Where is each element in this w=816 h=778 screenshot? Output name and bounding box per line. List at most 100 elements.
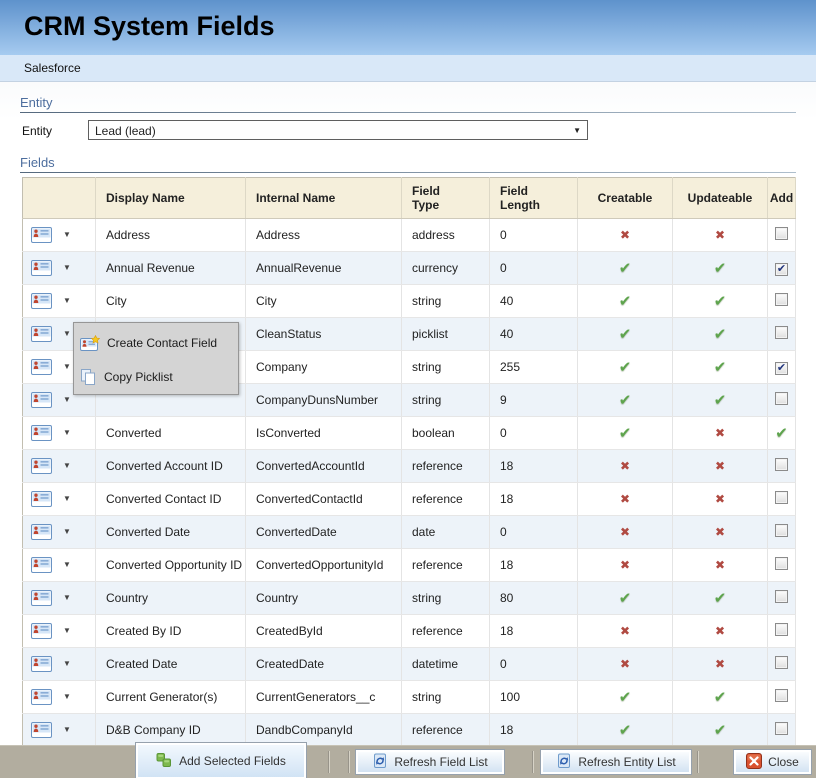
contact-card-icon[interactable] [31,524,52,540]
add-checkbox[interactable] [775,227,788,240]
add-cell [767,449,796,483]
contact-card-icon[interactable] [31,392,52,408]
footer-toolbar: Add Selected Fields Refresh Field List R… [0,742,816,778]
contact-card-icon[interactable] [31,491,52,507]
row-menu-dropdown-icon[interactable]: ▼ [63,560,71,569]
add-checkbox[interactable] [775,557,788,570]
row-menu-dropdown-icon[interactable]: ▼ [63,296,71,305]
row-menu-dropdown-icon[interactable]: ▼ [63,659,71,668]
contact-card-icon[interactable] [31,689,52,705]
add-checkbox[interactable] [775,326,788,339]
close-button[interactable]: Close [733,749,812,775]
internal-name-cell: ConvertedContactId [245,482,402,516]
field-type-cell: reference [401,713,490,747]
field-length-cell: 18 [489,713,578,747]
field-length-cell: 0 [489,251,578,285]
row-menu-dropdown-icon[interactable]: ▼ [63,527,71,536]
entity-select-value: Lead (lead) [95,124,156,138]
col-internal-name: Internal Name [245,177,402,219]
button-label: Close [768,755,799,769]
creatable-mark: ✖ [619,558,631,572]
fields-table-body: ▼ Address Address address 0 ✖ ✖ ▼ Annual… [22,218,796,778]
toolbar-separator [348,751,349,773]
display-name-cell: Annual Revenue [95,251,246,285]
contact-card-icon[interactable] [31,227,52,243]
add-checkbox[interactable] [775,491,788,504]
creatable-mark: ✖ [619,228,631,242]
creatable-mark: ✔ [618,588,632,607]
contact-card-icon[interactable] [31,557,52,573]
display-name-cell: Current Generator(s) [95,680,246,714]
updateable-mark: ✔ [713,291,727,310]
chevron-down-icon[interactable]: ▼ [573,126,581,135]
row-menu-dropdown-icon[interactable]: ▼ [63,362,71,371]
add-checkbox[interactable] [775,392,788,405]
add-checkbox[interactable]: ✔ [775,361,788,375]
tab-salesforce[interactable]: Salesforce [24,61,81,75]
add-checkbox[interactable] [775,689,788,702]
row-menu-dropdown-icon[interactable]: ▼ [63,626,71,635]
row-menu-dropdown-icon[interactable]: ▼ [63,725,71,734]
menu-item-create-contact-field[interactable]: Create Contact Field [74,328,238,358]
row-menu-dropdown-icon[interactable]: ▼ [63,494,71,503]
row-menu-dropdown-icon[interactable]: ▼ [63,230,71,239]
row-menu-dropdown-icon[interactable]: ▼ [63,329,71,338]
contact-card-icon[interactable] [31,623,52,639]
field-type-cell: datetime [401,647,490,681]
creatable-mark: ✖ [619,525,631,539]
contact-card-icon[interactable] [31,425,52,441]
refresh-entity-list-button[interactable]: Refresh Entity List [540,749,692,775]
field-length-cell: 100 [489,680,578,714]
row-menu-dropdown-icon[interactable]: ▼ [63,395,71,404]
col-add: Add [767,177,796,219]
contact-card-icon[interactable] [31,260,52,276]
refresh-field-list-button[interactable]: Refresh Field List [355,749,505,775]
row-icon-cell: ▼ [22,581,96,615]
contact-card-icon[interactable] [31,656,52,672]
row-menu-dropdown-icon[interactable]: ▼ [63,461,71,470]
add-checkbox[interactable] [775,590,788,603]
add-checkbox[interactable]: ✔ [775,262,788,276]
add-cell [767,581,796,615]
updateable-mark: ✔ [713,720,727,739]
internal-name-cell: Country [245,581,402,615]
row-menu-dropdown-icon[interactable]: ▼ [63,692,71,701]
add-checkbox[interactable] [775,722,788,735]
row-menu-dropdown-icon[interactable]: ▼ [63,593,71,602]
add-checkbox[interactable] [775,623,788,636]
add-checkbox[interactable] [775,293,788,306]
table-row: ▼ D&B Company ID DandbCompanyId referenc… [22,713,796,747]
internal-name-cell: ConvertedAccountId [245,449,402,483]
contact-card-icon[interactable] [31,722,52,738]
updateable-mark: ✖ [714,558,726,572]
add-checkbox[interactable] [775,656,788,669]
field-length-cell: 0 [489,218,578,252]
contact-card-icon[interactable] [31,359,52,375]
display-name-cell: Converted Contact ID [95,482,246,516]
entity-select[interactable]: Lead (lead) ▼ [88,120,588,140]
add-fields-icon [156,752,173,771]
add-selected-fields-button[interactable]: Add Selected Fields [135,742,307,778]
row-menu-dropdown-icon[interactable]: ▼ [63,263,71,272]
col-field-length: Field Length [489,177,578,219]
menu-item-copy-picklist[interactable]: Copy Picklist [74,362,238,392]
add-checkbox[interactable] [775,524,788,537]
fields-group-rule [20,172,796,173]
row-menu-dropdown-icon[interactable]: ▼ [63,428,71,437]
add-checkbox[interactable] [775,458,788,471]
contact-card-icon[interactable] [31,326,52,342]
table-row: ▼ Converted Account ID ConvertedAccountI… [22,449,796,483]
add-cell [767,383,796,417]
col-icon [22,177,96,219]
updateable-mark: ✔ [713,687,727,706]
button-label: Refresh Field List [394,755,488,769]
contact-card-icon[interactable] [31,458,52,474]
contact-card-icon[interactable] [31,293,52,309]
add-cell [767,482,796,516]
field-length-cell: 40 [489,284,578,318]
add-cell [767,218,796,252]
entity-field-label: Entity [22,124,53,138]
toolbar-separator [697,751,698,773]
contact-card-icon[interactable] [31,590,52,606]
